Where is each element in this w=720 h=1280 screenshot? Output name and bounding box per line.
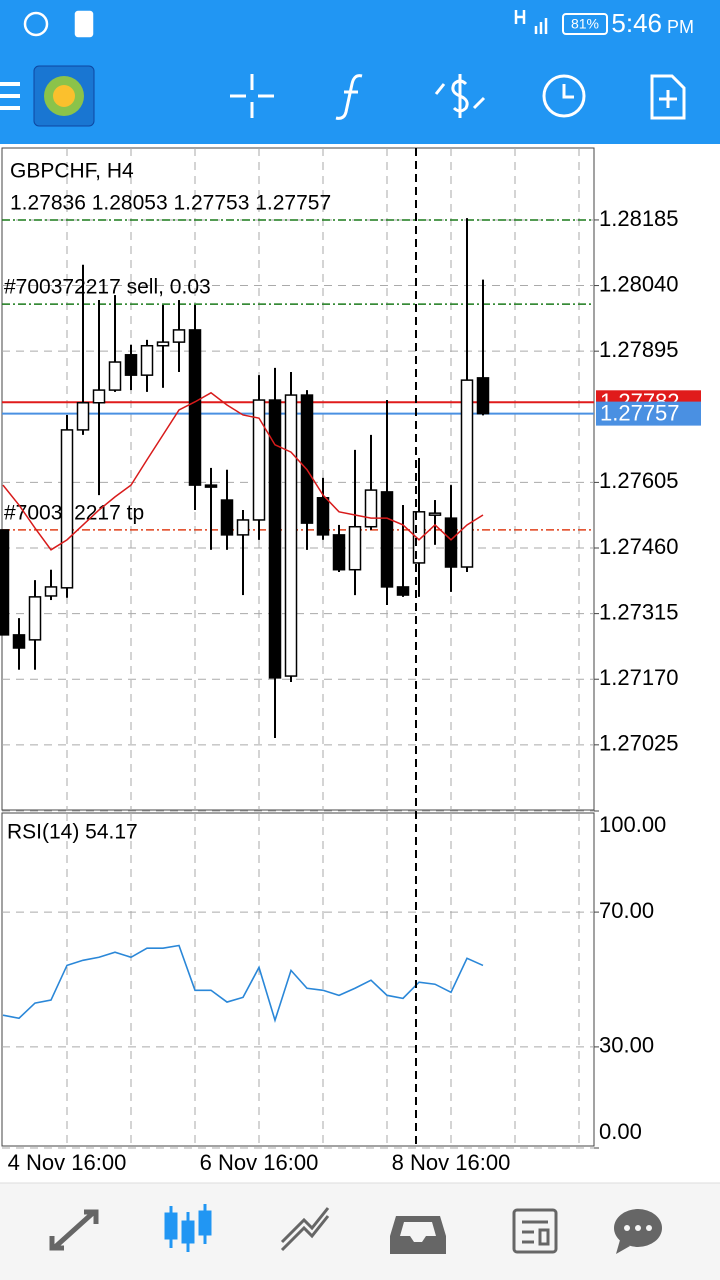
price-panel: [1, 147, 595, 811]
rsi-panel: [1, 812, 595, 1147]
candle-body: [28, 596, 42, 641]
status-icons: [23, 10, 608, 38]
candle-body: [92, 389, 106, 404]
candle-body: [444, 517, 458, 568]
candle-body: [316, 497, 330, 536]
level-label-box: [596, 401, 701, 426]
y-tick-label: 0.00: [599, 1119, 642, 1144]
indicators-button[interactable]: [335, 74, 363, 120]
chat-tab[interactable]: [614, 1209, 662, 1254]
y-tick-label: 1.28040: [599, 271, 679, 296]
candle-body: [172, 329, 186, 343]
x-tick-label: 8 Nov 16:00: [392, 1150, 511, 1175]
quotes-tab[interactable]: [49, 1209, 99, 1251]
candle-body: [396, 586, 410, 596]
y-tick-label: 1.27025: [599, 731, 679, 756]
new-order-button[interactable]: [650, 74, 686, 120]
candle-body: [476, 377, 490, 415]
time-ampm: PM: [667, 17, 694, 37]
candle-body: [76, 402, 90, 431]
candle-body: [428, 512, 442, 516]
app-bar: [0, 0, 720, 144]
crosshair-button[interactable]: [230, 74, 274, 118]
candle-body: [348, 525, 362, 571]
candle-body: [188, 329, 202, 486]
candle-body: [412, 511, 426, 564]
y-tick-label: 1.27605: [599, 468, 679, 493]
labels: 1.28185 1.28040 1.27895 1.27605 1.27460 1.273…: [8, 206, 701, 1175]
bottom-nav: [0, 1183, 720, 1280]
grid: [2, 148, 599, 1149]
level-text: #700372217 sell, 0.03: [4, 276, 211, 299]
candle-body: [204, 484, 218, 488]
y-tick-label: 1.27170: [599, 665, 679, 690]
candle-body: [236, 519, 250, 536]
menu-button[interactable]: [0, 82, 20, 110]
level-text: #700372217 tp: [4, 501, 144, 524]
y-tick-label: 1.27315: [599, 599, 679, 624]
y-tick-label: 70.00: [599, 898, 654, 923]
candle-body: [156, 341, 170, 347]
candle-body: [380, 491, 394, 588]
candle-body: [300, 394, 314, 524]
x-tick-label: 4 Nov 16:00: [8, 1150, 127, 1175]
history-tab[interactable]: [390, 1216, 446, 1254]
moving-average: [2, 391, 484, 551]
x-tick-label: 6 Nov 16:00: [200, 1150, 319, 1175]
candle-body: [268, 399, 282, 679]
candle-body: [124, 354, 138, 376]
y-tick-label: 1.28185: [599, 206, 679, 231]
app-logo[interactable]: [33, 65, 95, 127]
candle-body: [140, 344, 154, 376]
battery: 81%: [571, 16, 599, 32]
series: [0, 218, 490, 1023]
y-tick-label: 30.00: [599, 1033, 654, 1058]
candle-body: [252, 399, 266, 521]
candle-body: [332, 534, 346, 571]
news-tab[interactable]: [512, 1208, 558, 1254]
history-button[interactable]: [542, 74, 586, 118]
chart-tab[interactable]: [164, 1204, 212, 1252]
time: 5:46: [611, 8, 662, 38]
candle-body: [220, 499, 234, 536]
symbol-title: GBPCHF, H4: [10, 160, 134, 183]
trade-button[interactable]: [434, 74, 486, 118]
candle-body: [60, 429, 74, 589]
candle-body: [284, 394, 298, 677]
candle-body: [12, 634, 26, 649]
ohlc-text: 1.27836 1.28053 1.27753 1.27757: [10, 192, 331, 215]
candle-body: [364, 489, 378, 528]
level-label: 1.27757: [600, 400, 680, 425]
y-tick-label: 1.27460: [599, 534, 679, 559]
y-tick-label: 100.00: [599, 812, 666, 837]
y-tick-label: 1.27895: [599, 337, 679, 362]
candle-body: [0, 529, 10, 636]
rsi-line: [2, 944, 484, 1023]
candle-body: [108, 361, 122, 391]
trade-tab[interactable]: [280, 1207, 330, 1252]
candle-body: [44, 586, 58, 597]
rsi-title: RSI(14) 54.17: [7, 821, 138, 844]
candle-body: [460, 379, 474, 568]
